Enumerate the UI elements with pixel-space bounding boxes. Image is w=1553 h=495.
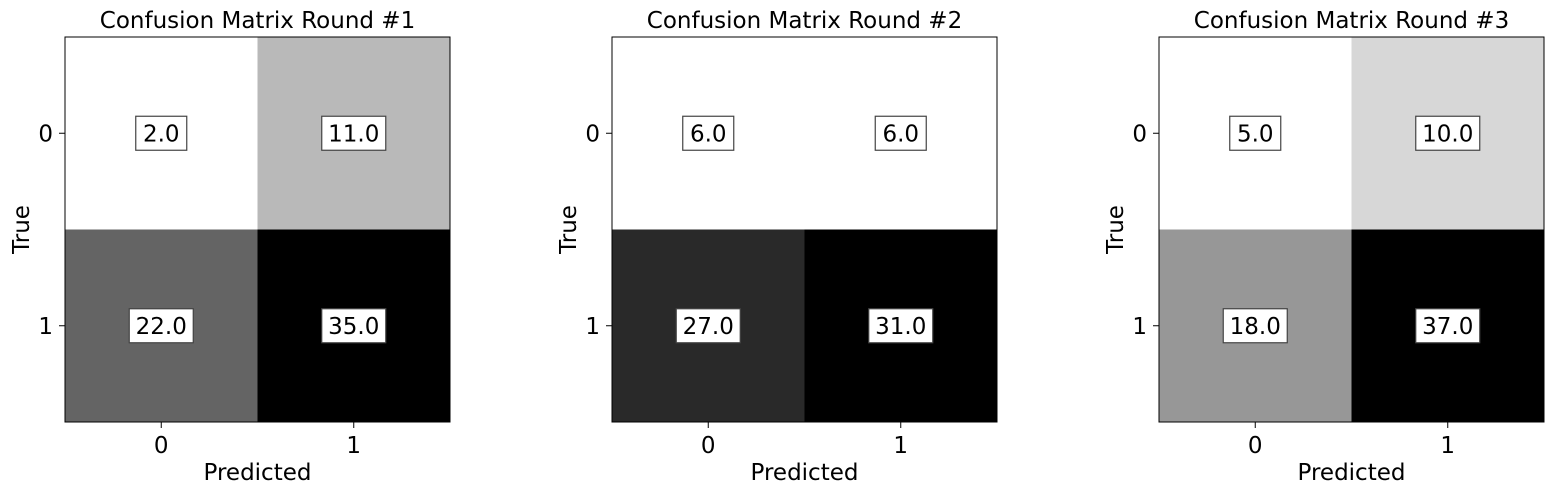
confusion-matrix-panel-3: 5.0 10.0 18.0 37.0 0 1 0 1 Confusion Matrix Roun… xyxy=(1103,8,1545,486)
value-label-box xyxy=(682,115,735,151)
y-tick-label: 1 xyxy=(38,314,53,340)
value-label-box xyxy=(868,308,934,344)
value-label-r1-c1: 31.0 xyxy=(875,314,926,340)
value-label-box xyxy=(321,115,387,151)
y-tick-label: 1 xyxy=(585,314,600,340)
value-label-r1-c0: 27.0 xyxy=(683,314,734,340)
value-label-box xyxy=(128,308,194,344)
confusion-matrix-panel-1: 2.0 11.0 22.0 35.0 0 1 0 1 Confusion Matrix Roun… xyxy=(9,8,451,486)
chart-title: Confusion Matrix Round #2 xyxy=(647,8,962,34)
value-label-box xyxy=(1415,115,1481,151)
value-label-r1-c1: 35.0 xyxy=(328,314,379,340)
value-label-box xyxy=(675,308,741,344)
plot-frame xyxy=(1158,36,1545,423)
value-label-box xyxy=(1229,115,1282,151)
value-label-r1-c1: 37.0 xyxy=(1422,314,1473,340)
value-label-box xyxy=(321,308,387,344)
value-label-r0-c0: 5.0 xyxy=(1237,121,1274,147)
x-tick-label: 1 xyxy=(1440,433,1455,459)
x-axis-label: Predicted xyxy=(1298,460,1406,486)
value-label-r0-c1: 10.0 xyxy=(1422,121,1473,147)
plot-frame xyxy=(64,36,451,423)
value-label-box xyxy=(135,115,188,151)
value-label-r0-c1: 11.0 xyxy=(328,121,379,147)
x-tick-label: 0 xyxy=(701,433,716,459)
chart-title: Confusion Matrix Round #1 xyxy=(100,8,415,34)
y-tick-label: 0 xyxy=(585,121,600,147)
value-label-r0-c0: 2.0 xyxy=(143,121,180,147)
x-tick-label: 1 xyxy=(346,433,361,459)
plot-frame xyxy=(611,36,998,423)
confusion-matrix-panel-2: 6.0 6.0 27.0 31.0 0 1 0 1 Confusion Matrix Round… xyxy=(556,8,998,486)
y-tick-label: 0 xyxy=(1132,121,1147,147)
value-label-r1-c0: 22.0 xyxy=(136,314,187,340)
x-axis-label: Predicted xyxy=(204,460,312,486)
value-label-r1-c0: 18.0 xyxy=(1230,314,1281,340)
x-axis-label: Predicted xyxy=(751,460,859,486)
y-tick-label: 1 xyxy=(1132,314,1147,340)
y-axis-label: True xyxy=(556,205,582,255)
value-label-box xyxy=(1415,308,1481,344)
value-label-box xyxy=(1222,308,1288,344)
x-tick-label: 1 xyxy=(893,433,908,459)
y-axis-label: True xyxy=(1103,205,1129,255)
value-label-box xyxy=(874,115,927,151)
x-tick-label: 0 xyxy=(1248,433,1263,459)
y-tick-label: 0 xyxy=(38,121,53,147)
y-axis-label: True xyxy=(9,205,35,255)
x-tick-label: 0 xyxy=(154,433,169,459)
chart-title: Confusion Matrix Round #3 xyxy=(1194,8,1509,34)
value-label-r0-c1: 6.0 xyxy=(882,121,919,147)
value-label-r0-c0: 6.0 xyxy=(690,121,727,147)
